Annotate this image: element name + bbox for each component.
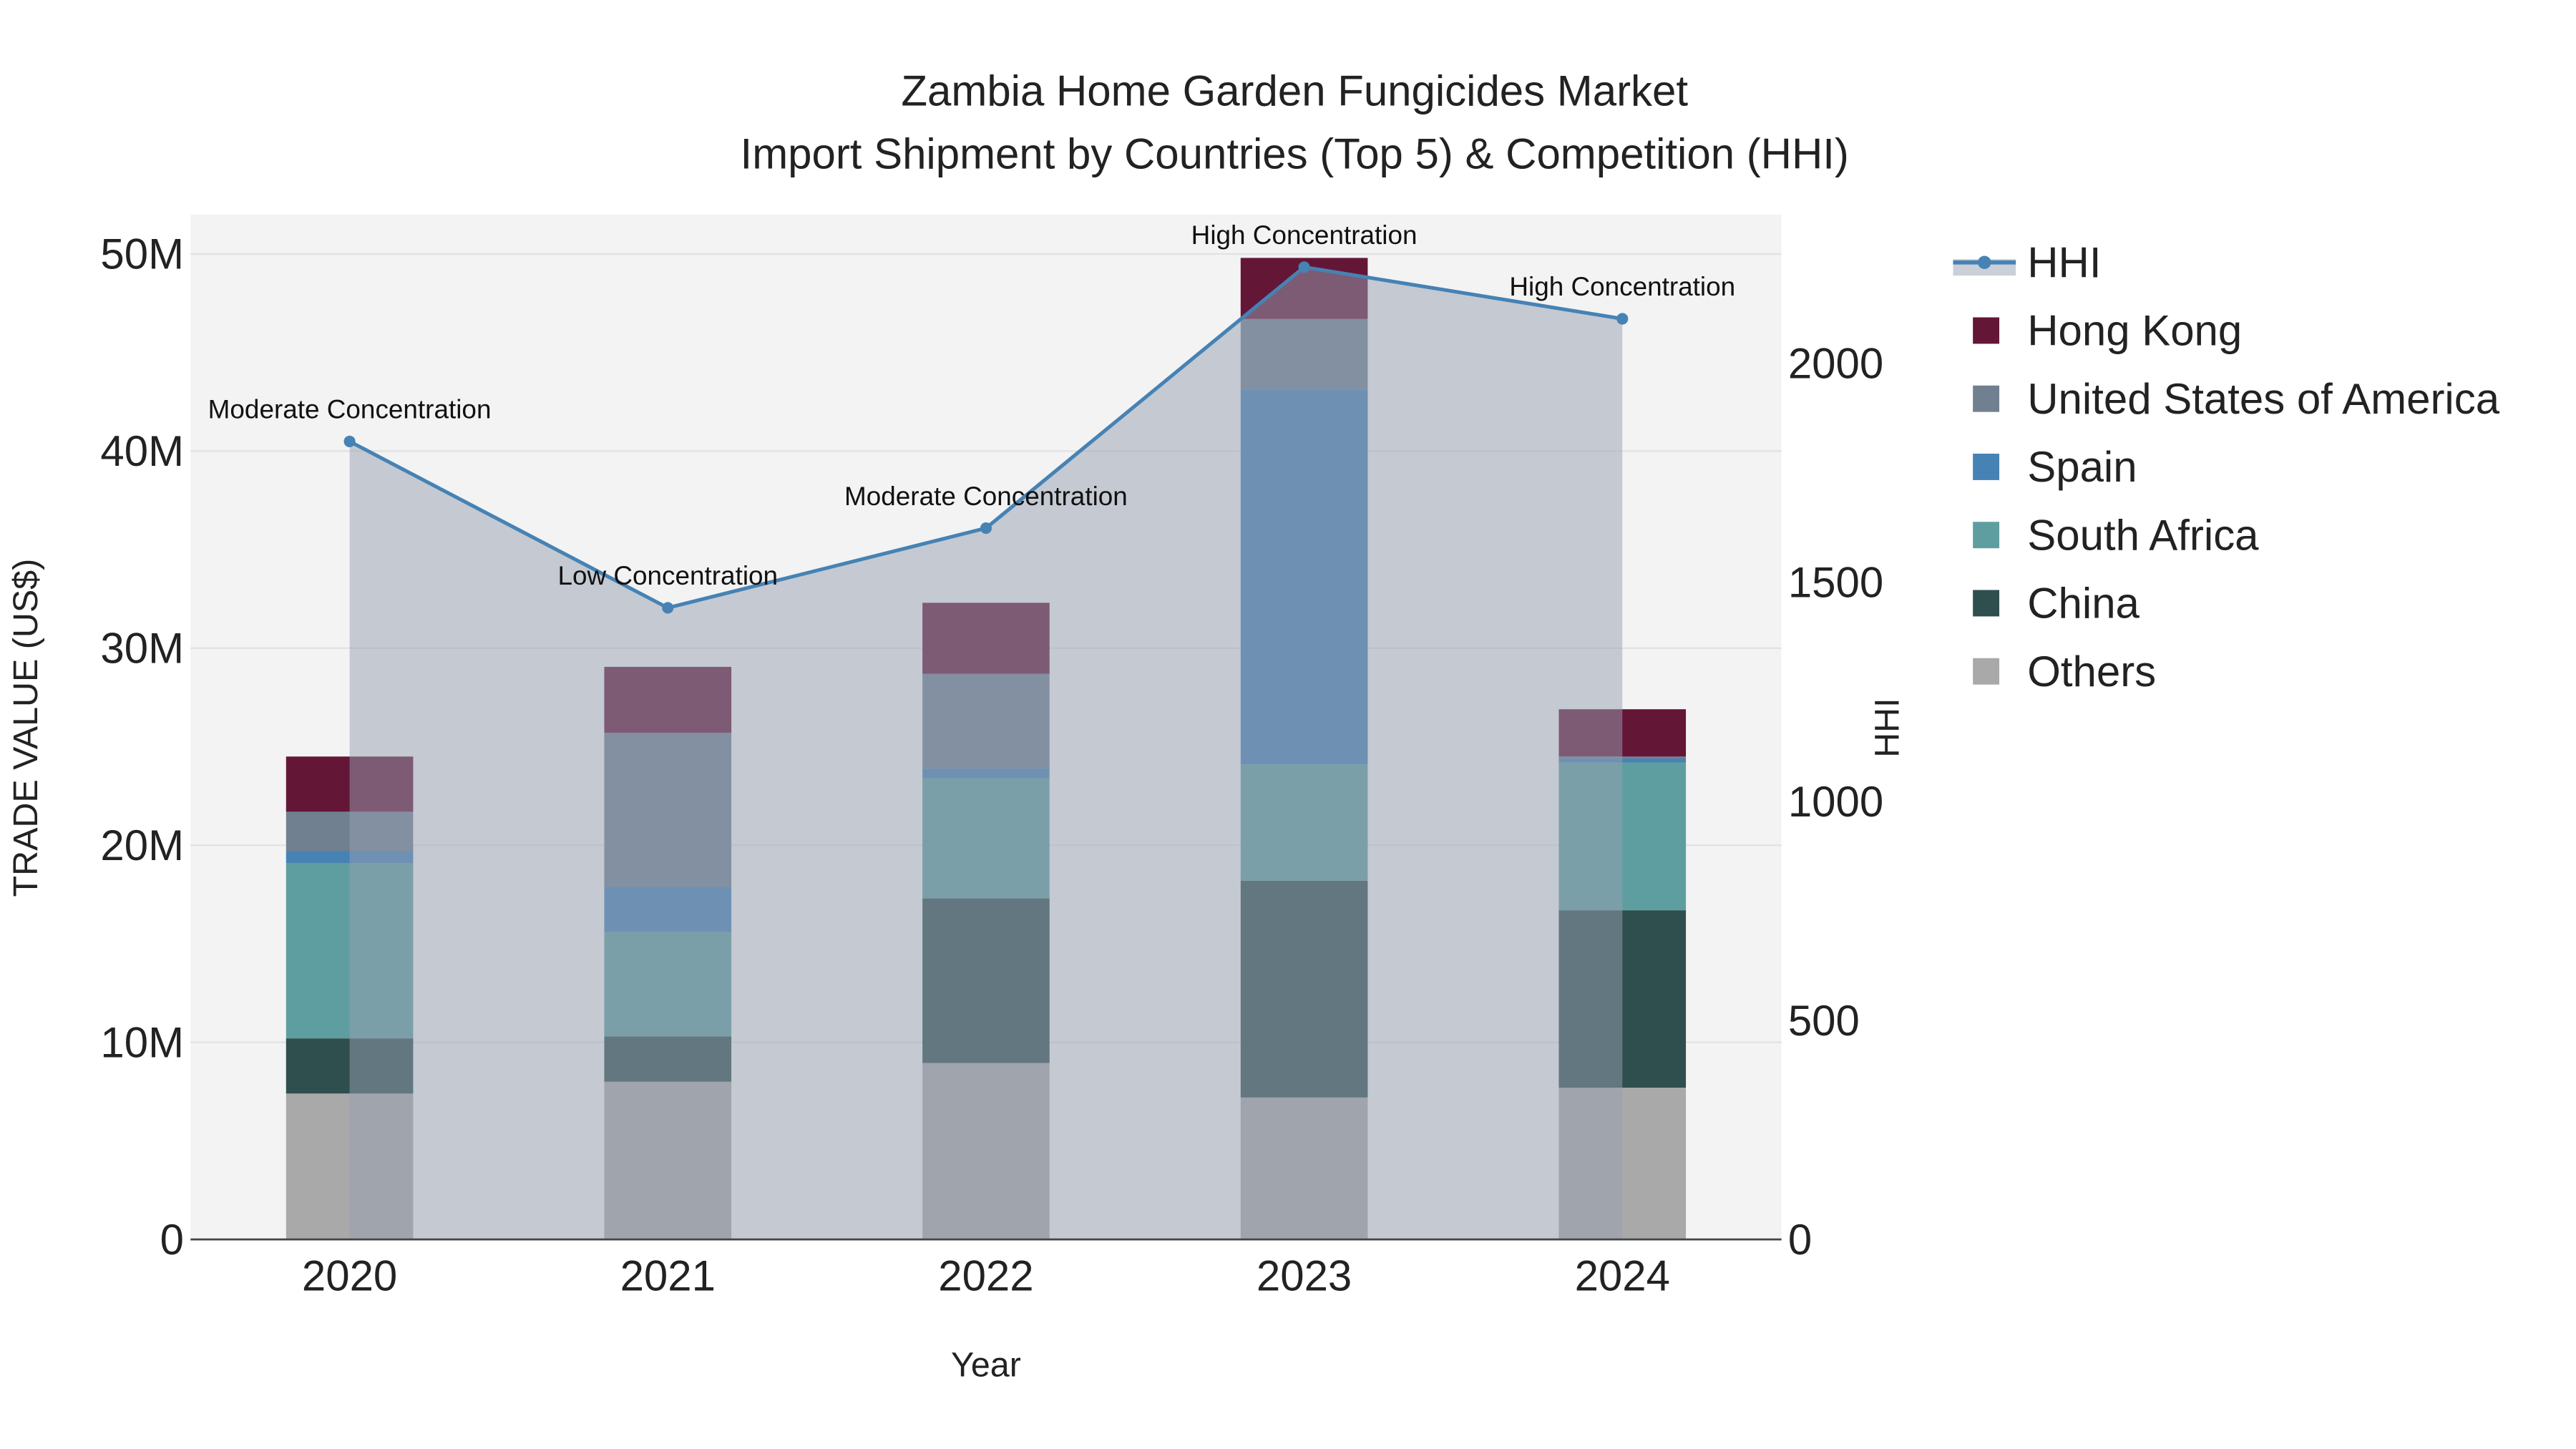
hhi-annotation: High Concentration — [1191, 220, 1418, 250]
legend-label: China — [2027, 580, 2140, 628]
legend-swatch — [1973, 454, 2000, 480]
legend-label: HHI — [2027, 238, 2101, 286]
y2-tick-label: 500 — [1788, 997, 1860, 1045]
legend-swatch — [1973, 317, 2000, 344]
legend-swatch — [1973, 658, 2000, 685]
y2-tick-label: 1500 — [1788, 559, 1883, 607]
legend-label: United States of America — [2027, 375, 2499, 423]
legend-item-united-states-of-america[interactable]: United States of America — [1973, 375, 2500, 423]
y-tick-label: 30M — [100, 625, 184, 673]
y-tick-label: 10M — [100, 1018, 184, 1066]
y-axis-label: TRADE VALUE (US$) — [6, 559, 45, 897]
legend-swatch — [1973, 385, 2000, 412]
y2-tick-label: 2000 — [1788, 340, 1883, 388]
x-tick-label: 2021 — [620, 1252, 716, 1300]
x-tick-label: 2023 — [1257, 1252, 1352, 1300]
y-tick-label: 0 — [160, 1216, 184, 1264]
y2-tick-label: 1000 — [1788, 778, 1883, 826]
y2-axis-label: HHI — [1868, 698, 1906, 757]
hhi-point — [980, 522, 992, 535]
hhi-annotation: Moderate Concentration — [208, 395, 492, 424]
hhi-annotation: Low Concentration — [557, 561, 778, 590]
x-tick-label: 2024 — [1575, 1252, 1670, 1300]
legend-label: Hong Kong — [2027, 307, 2242, 355]
legend: HHI Hong Kong United States of America Spai… — [1953, 238, 2500, 696]
y-tick-label: 50M — [100, 230, 184, 278]
chart-title-line1: Zambia Home Garden Fungicides Market — [901, 67, 1688, 115]
hhi-point — [662, 602, 674, 614]
hhi-point — [1298, 261, 1310, 273]
hhi-point — [1616, 313, 1629, 325]
legend-label: South Africa — [2027, 511, 2259, 559]
hhi-annotation: High Concentration — [1509, 272, 1735, 301]
legend-item-china[interactable]: China — [1973, 580, 2140, 628]
legend-label: Spain — [2027, 443, 2137, 491]
x-axis-label: Year — [951, 1346, 1021, 1385]
hhi-annotation: Moderate Concentration — [844, 482, 1128, 511]
legend-item-south-africa[interactable]: South Africa — [1973, 511, 2259, 559]
y-tick-label: 20M — [100, 821, 184, 869]
legend-item-others[interactable]: Others — [1973, 648, 2156, 696]
x-tick-label: 2020 — [302, 1252, 397, 1300]
legend-swatch — [1973, 522, 2000, 549]
chart-title-line2: Import Shipment by Countries (Top 5) & C… — [741, 130, 1849, 177]
y-tick-label: 40M — [100, 427, 184, 475]
legend-label: Others — [2027, 648, 2156, 696]
legend-item-hhi[interactable]: HHI — [1953, 238, 2102, 286]
legend-item-spain[interactable]: Spain — [1973, 443, 2137, 491]
y2-tick-label: 0 — [1788, 1216, 1812, 1264]
x-tick-label: 2022 — [938, 1252, 1033, 1300]
legend-swatch — [1978, 255, 1991, 269]
hhi-area — [349, 267, 1623, 1240]
legend-swatch — [1973, 590, 2000, 617]
hhi-point — [343, 435, 356, 447]
legend-item-hong-kong[interactable]: Hong Kong — [1973, 307, 2242, 355]
